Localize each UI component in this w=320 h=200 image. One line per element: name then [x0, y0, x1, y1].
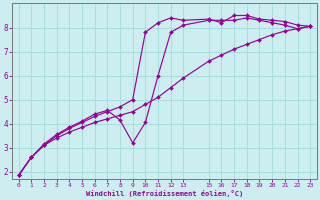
X-axis label: Windchill (Refroidissement éolien,°C): Windchill (Refroidissement éolien,°C)	[86, 190, 243, 197]
